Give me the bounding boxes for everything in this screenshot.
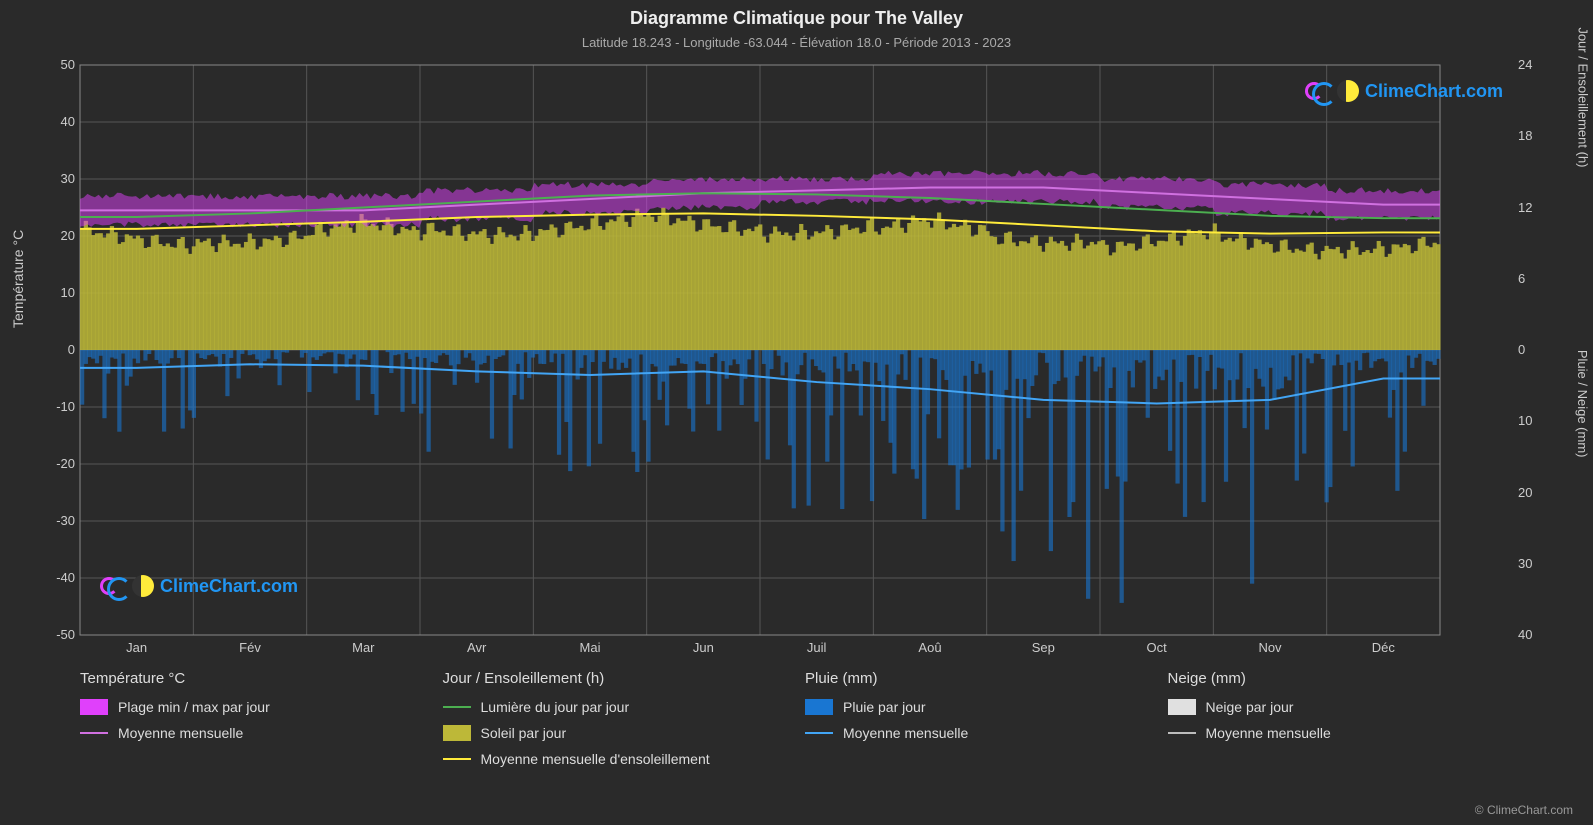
legend-swatch (1168, 732, 1196, 734)
watermark-bottom-left: ClimeChart.com (100, 575, 298, 597)
chart-title: Diagramme Climatique pour The Valley (0, 0, 1593, 29)
legend-col-rain: Pluie (mm) Pluie par jour Moyenne mensuel… (805, 670, 1158, 777)
x-tick: Avr (447, 640, 507, 655)
chart-subtitle: Latitude 18.243 - Longitude -63.044 - Él… (0, 29, 1593, 50)
y-tick-left: -40 (45, 570, 75, 585)
legend-items: Pluie par jour Moyenne mensuelle (805, 699, 1158, 741)
x-tick: Nov (1240, 640, 1300, 655)
y-axis-right-top-label: Jour / Ensoleillement (h) (1576, 27, 1591, 167)
legend-item: Soleil par jour (443, 725, 796, 741)
legend-col-temperature: Température °C Plage min / max par jour M… (80, 670, 433, 777)
climate-chart-container: Diagramme Climatique pour The Valley Lat… (0, 0, 1593, 825)
y-tick-right: 24 (1518, 57, 1548, 72)
legend-item: Moyenne mensuelle (80, 725, 433, 741)
y-tick-right: 18 (1518, 128, 1548, 143)
y-tick-right: 20 (1518, 485, 1548, 500)
y-axis-left-label: Température °C (10, 230, 26, 328)
legend-item: Moyenne mensuelle (805, 725, 1158, 741)
x-tick: Juil (787, 640, 847, 655)
legend-items: Plage min / max par jour Moyenne mensuell… (80, 699, 433, 741)
legend-swatch (1168, 699, 1196, 715)
legend-item: Plage min / max par jour (80, 699, 433, 715)
x-tick: Déc (1353, 640, 1413, 655)
logo-c-icon (1305, 82, 1323, 100)
y-tick-right: 40 (1518, 627, 1548, 642)
legend-swatch (80, 732, 108, 734)
x-tick: Jun (673, 640, 733, 655)
chart-svg (80, 65, 1440, 635)
legend-swatch (443, 725, 471, 741)
legend-col-daylight: Jour / Ensoleillement (h) Lumière du jou… (443, 670, 796, 777)
watermark-text: ClimeChart.com (160, 576, 298, 597)
plot-area (80, 65, 1440, 635)
y-tick-left: -30 (45, 513, 75, 528)
legend-label: Moyenne mensuelle d'ensoleillement (481, 751, 710, 767)
y-axis-right-bottom-label: Pluie / Neige (mm) (1576, 350, 1591, 458)
y-tick-right: 0 (1518, 342, 1548, 357)
legend-col-snow: Neige (mm) Neige par jour Moyenne mensuel… (1168, 670, 1521, 777)
legend-header: Température °C (80, 670, 433, 687)
legend-swatch (80, 699, 108, 715)
y-tick-left: 30 (45, 171, 75, 186)
legend-swatch (443, 706, 471, 708)
x-tick: Jan (107, 640, 167, 655)
y-tick-right: 6 (1518, 271, 1548, 286)
y-tick-left: 0 (45, 342, 75, 357)
x-tick: Fév (220, 640, 280, 655)
legend-header: Jour / Ensoleillement (h) (443, 670, 796, 687)
legend-swatch (443, 758, 471, 760)
y-tick-left: -10 (45, 399, 75, 414)
legend-label: Neige par jour (1206, 699, 1294, 715)
y-tick-right: 10 (1518, 413, 1548, 428)
legend-item: Neige par jour (1168, 699, 1521, 715)
watermark-text: ClimeChart.com (1365, 81, 1503, 102)
legend: Température °C Plage min / max par jour M… (80, 670, 1520, 777)
legend-item: Pluie par jour (805, 699, 1158, 715)
legend-header: Neige (mm) (1168, 670, 1521, 687)
legend-items: Lumière du jour par jour Soleil par jour M… (443, 699, 796, 767)
y-tick-left: -50 (45, 627, 75, 642)
logo-globe-icon (132, 575, 154, 597)
copyright-text: © ClimeChart.com (1475, 803, 1573, 817)
x-tick: Aoû (900, 640, 960, 655)
legend-item: Moyenne mensuelle (1168, 725, 1521, 741)
legend-swatch (805, 699, 833, 715)
x-tick: Oct (1127, 640, 1187, 655)
logo-globe-icon (1337, 80, 1359, 102)
legend-swatch (805, 732, 833, 734)
legend-items: Neige par jour Moyenne mensuelle (1168, 699, 1521, 741)
legend-label: Moyenne mensuelle (843, 725, 968, 741)
logo-c-icon (100, 577, 118, 595)
y-tick-left: -20 (45, 456, 75, 471)
y-tick-right: 12 (1518, 200, 1548, 215)
legend-item: Moyenne mensuelle d'ensoleillement (443, 751, 796, 767)
y-tick-right: 30 (1518, 556, 1548, 571)
x-tick: Mai (560, 640, 620, 655)
x-tick: Mar (333, 640, 393, 655)
y-tick-left: 50 (45, 57, 75, 72)
legend-label: Moyenne mensuelle (1206, 725, 1331, 741)
legend-label: Lumière du jour par jour (481, 699, 630, 715)
y-tick-left: 40 (45, 114, 75, 129)
legend-label: Moyenne mensuelle (118, 725, 243, 741)
legend-label: Soleil par jour (481, 725, 567, 741)
legend-label: Plage min / max par jour (118, 699, 270, 715)
y-tick-left: 20 (45, 228, 75, 243)
legend-label: Pluie par jour (843, 699, 926, 715)
legend-item: Lumière du jour par jour (443, 699, 796, 715)
legend-header: Pluie (mm) (805, 670, 1158, 687)
y-tick-left: 10 (45, 285, 75, 300)
x-tick: Sep (1013, 640, 1073, 655)
watermark-top-right: ClimeChart.com (1305, 80, 1503, 102)
